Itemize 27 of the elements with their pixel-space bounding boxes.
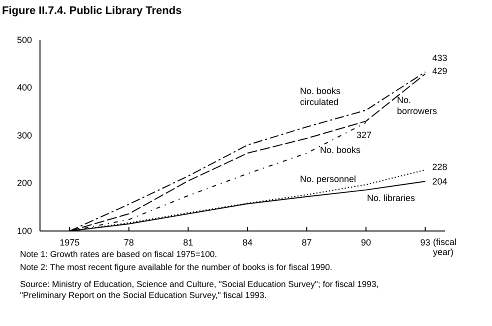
series-label: No. personnel [300, 174, 356, 184]
series-label: No. books circulated [300, 86, 342, 107]
chart-title: Figure II.7.4. Public Library Trends [2, 5, 182, 17]
source-note: Source: Ministry of Education, Science and Culture, "Social Education Survey"; for fiscal 1993, "Preliminary Report on the Social Education Survey," fiscal 1993. [20, 279, 379, 300]
x-tick-label: 87 [302, 237, 312, 248]
x-tick-label: 93 [420, 237, 430, 248]
data-label: 433 [432, 53, 448, 64]
x-tick-label: 78 [124, 237, 134, 248]
y-tick-label: 400 [16, 82, 32, 93]
data-label: 429 [432, 66, 448, 76]
x-tick-label: 81 [183, 237, 194, 248]
series-label: No. books [320, 145, 362, 155]
data-label: 204 [432, 176, 448, 186]
x-axis-title: (fiscal year) [433, 237, 457, 257]
series-label: No. borrowers [397, 95, 438, 116]
series-label: No. libraries [367, 193, 416, 203]
data-label: 327 [356, 130, 372, 140]
text: Note 2: The most recent figure available for the number of books is for fiscal 1990. [20, 262, 332, 272]
y-tick-label: 200 [16, 178, 32, 188]
x-tick-label: 84 [242, 237, 252, 248]
y-tick-label: 100 [16, 226, 32, 236]
y-tick-label: 500 [16, 34, 32, 45]
text: Note 1: Growth rates are based on fiscal 1975=100. [20, 249, 218, 259]
x-tick-label: 90 [360, 237, 371, 248]
x-tick-label: 1975 [60, 237, 80, 248]
data-label: 228 [432, 162, 448, 172]
y-tick-label: 300 [16, 130, 32, 140]
